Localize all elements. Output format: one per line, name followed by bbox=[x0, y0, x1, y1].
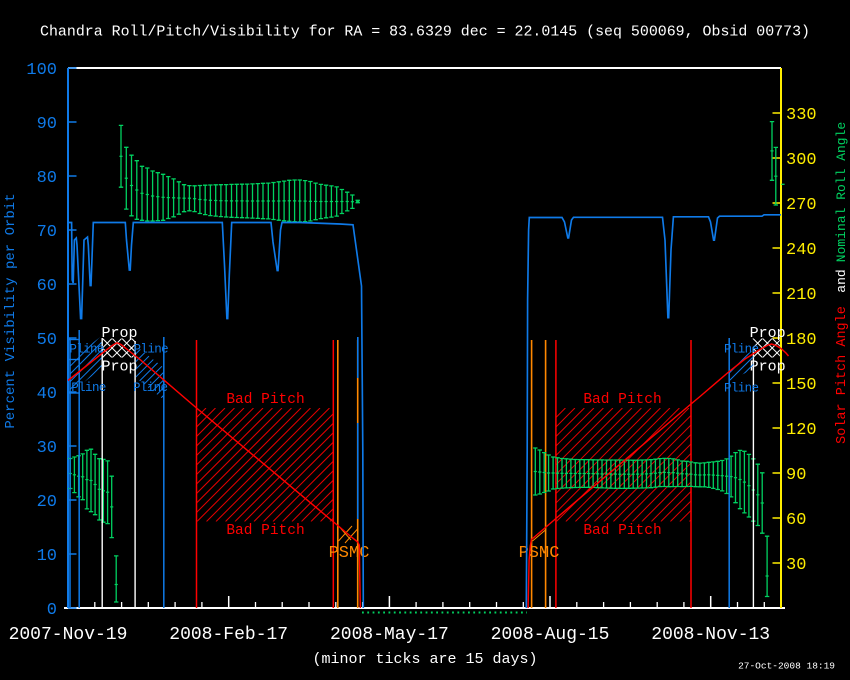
svg-text:PSMC: PSMC bbox=[519, 544, 560, 563]
svg-text:Bad Pitch: Bad Pitch bbox=[226, 392, 304, 408]
svg-text:120: 120 bbox=[786, 421, 817, 440]
svg-text:60: 60 bbox=[37, 277, 57, 296]
svg-text:Pline: Pline bbox=[724, 343, 759, 357]
svg-text:270: 270 bbox=[786, 196, 817, 215]
svg-text:Prop: Prop bbox=[101, 325, 137, 342]
svg-text:210: 210 bbox=[786, 286, 817, 305]
svg-text:300: 300 bbox=[786, 151, 817, 170]
svg-text:100: 100 bbox=[26, 61, 57, 80]
svg-text:Prop: Prop bbox=[750, 325, 786, 342]
svg-text:30: 30 bbox=[786, 556, 806, 575]
svg-text:Pline: Pline bbox=[724, 382, 759, 396]
svg-text:0: 0 bbox=[47, 601, 57, 620]
svg-text:2007-Nov-19: 2007-Nov-19 bbox=[9, 625, 128, 645]
svg-text:Prop: Prop bbox=[750, 359, 786, 376]
svg-text:2008-Nov-13: 2008-Nov-13 bbox=[651, 625, 770, 645]
svg-text:Pline: Pline bbox=[69, 343, 104, 357]
svg-text:Bad Pitch: Bad Pitch bbox=[583, 392, 661, 408]
svg-text:(minor ticks are 15 days): (minor ticks are 15 days) bbox=[312, 651, 537, 668]
svg-text:330: 330 bbox=[786, 106, 817, 125]
svg-text:90: 90 bbox=[37, 115, 57, 134]
svg-text:240: 240 bbox=[786, 241, 817, 260]
svg-text:50: 50 bbox=[37, 331, 57, 350]
svg-text:Bad Pitch: Bad Pitch bbox=[226, 523, 304, 539]
svg-text:27-Oct-2008 18:19: 27-Oct-2008 18:19 bbox=[738, 661, 835, 672]
svg-text:30: 30 bbox=[37, 439, 57, 458]
svg-text:Nominal Roll Angle: Nominal Roll Angle bbox=[834, 122, 849, 262]
svg-text:2008-May-17: 2008-May-17 bbox=[330, 625, 449, 645]
svg-text:Pline: Pline bbox=[134, 343, 169, 357]
svg-text:150: 150 bbox=[786, 376, 817, 395]
svg-text:40: 40 bbox=[37, 385, 57, 404]
svg-text:Pline: Pline bbox=[71, 381, 106, 395]
svg-text:Pline: Pline bbox=[133, 381, 168, 395]
svg-text:Bad Pitch: Bad Pitch bbox=[583, 523, 661, 539]
svg-text:10: 10 bbox=[37, 547, 57, 566]
svg-text:60: 60 bbox=[786, 511, 806, 530]
svg-text:70: 70 bbox=[37, 223, 57, 242]
svg-text:180: 180 bbox=[786, 331, 817, 350]
svg-text:Solar Pitch Angle: Solar Pitch Angle bbox=[835, 306, 850, 444]
svg-text:Chandra Roll/Pitch/Visibility: Chandra Roll/Pitch/Visibility for RA = 8… bbox=[40, 24, 810, 41]
svg-text:80: 80 bbox=[37, 169, 57, 188]
svg-text:and: and bbox=[834, 269, 849, 292]
svg-text:Percent Visibility per Orbit: Percent Visibility per Orbit bbox=[3, 193, 19, 428]
svg-text:Prop: Prop bbox=[101, 359, 137, 376]
svg-text:2008-Feb-17: 2008-Feb-17 bbox=[169, 625, 288, 645]
svg-text:2008-Aug-15: 2008-Aug-15 bbox=[491, 625, 610, 645]
svg-text:20: 20 bbox=[37, 493, 57, 512]
svg-text:90: 90 bbox=[786, 466, 806, 485]
